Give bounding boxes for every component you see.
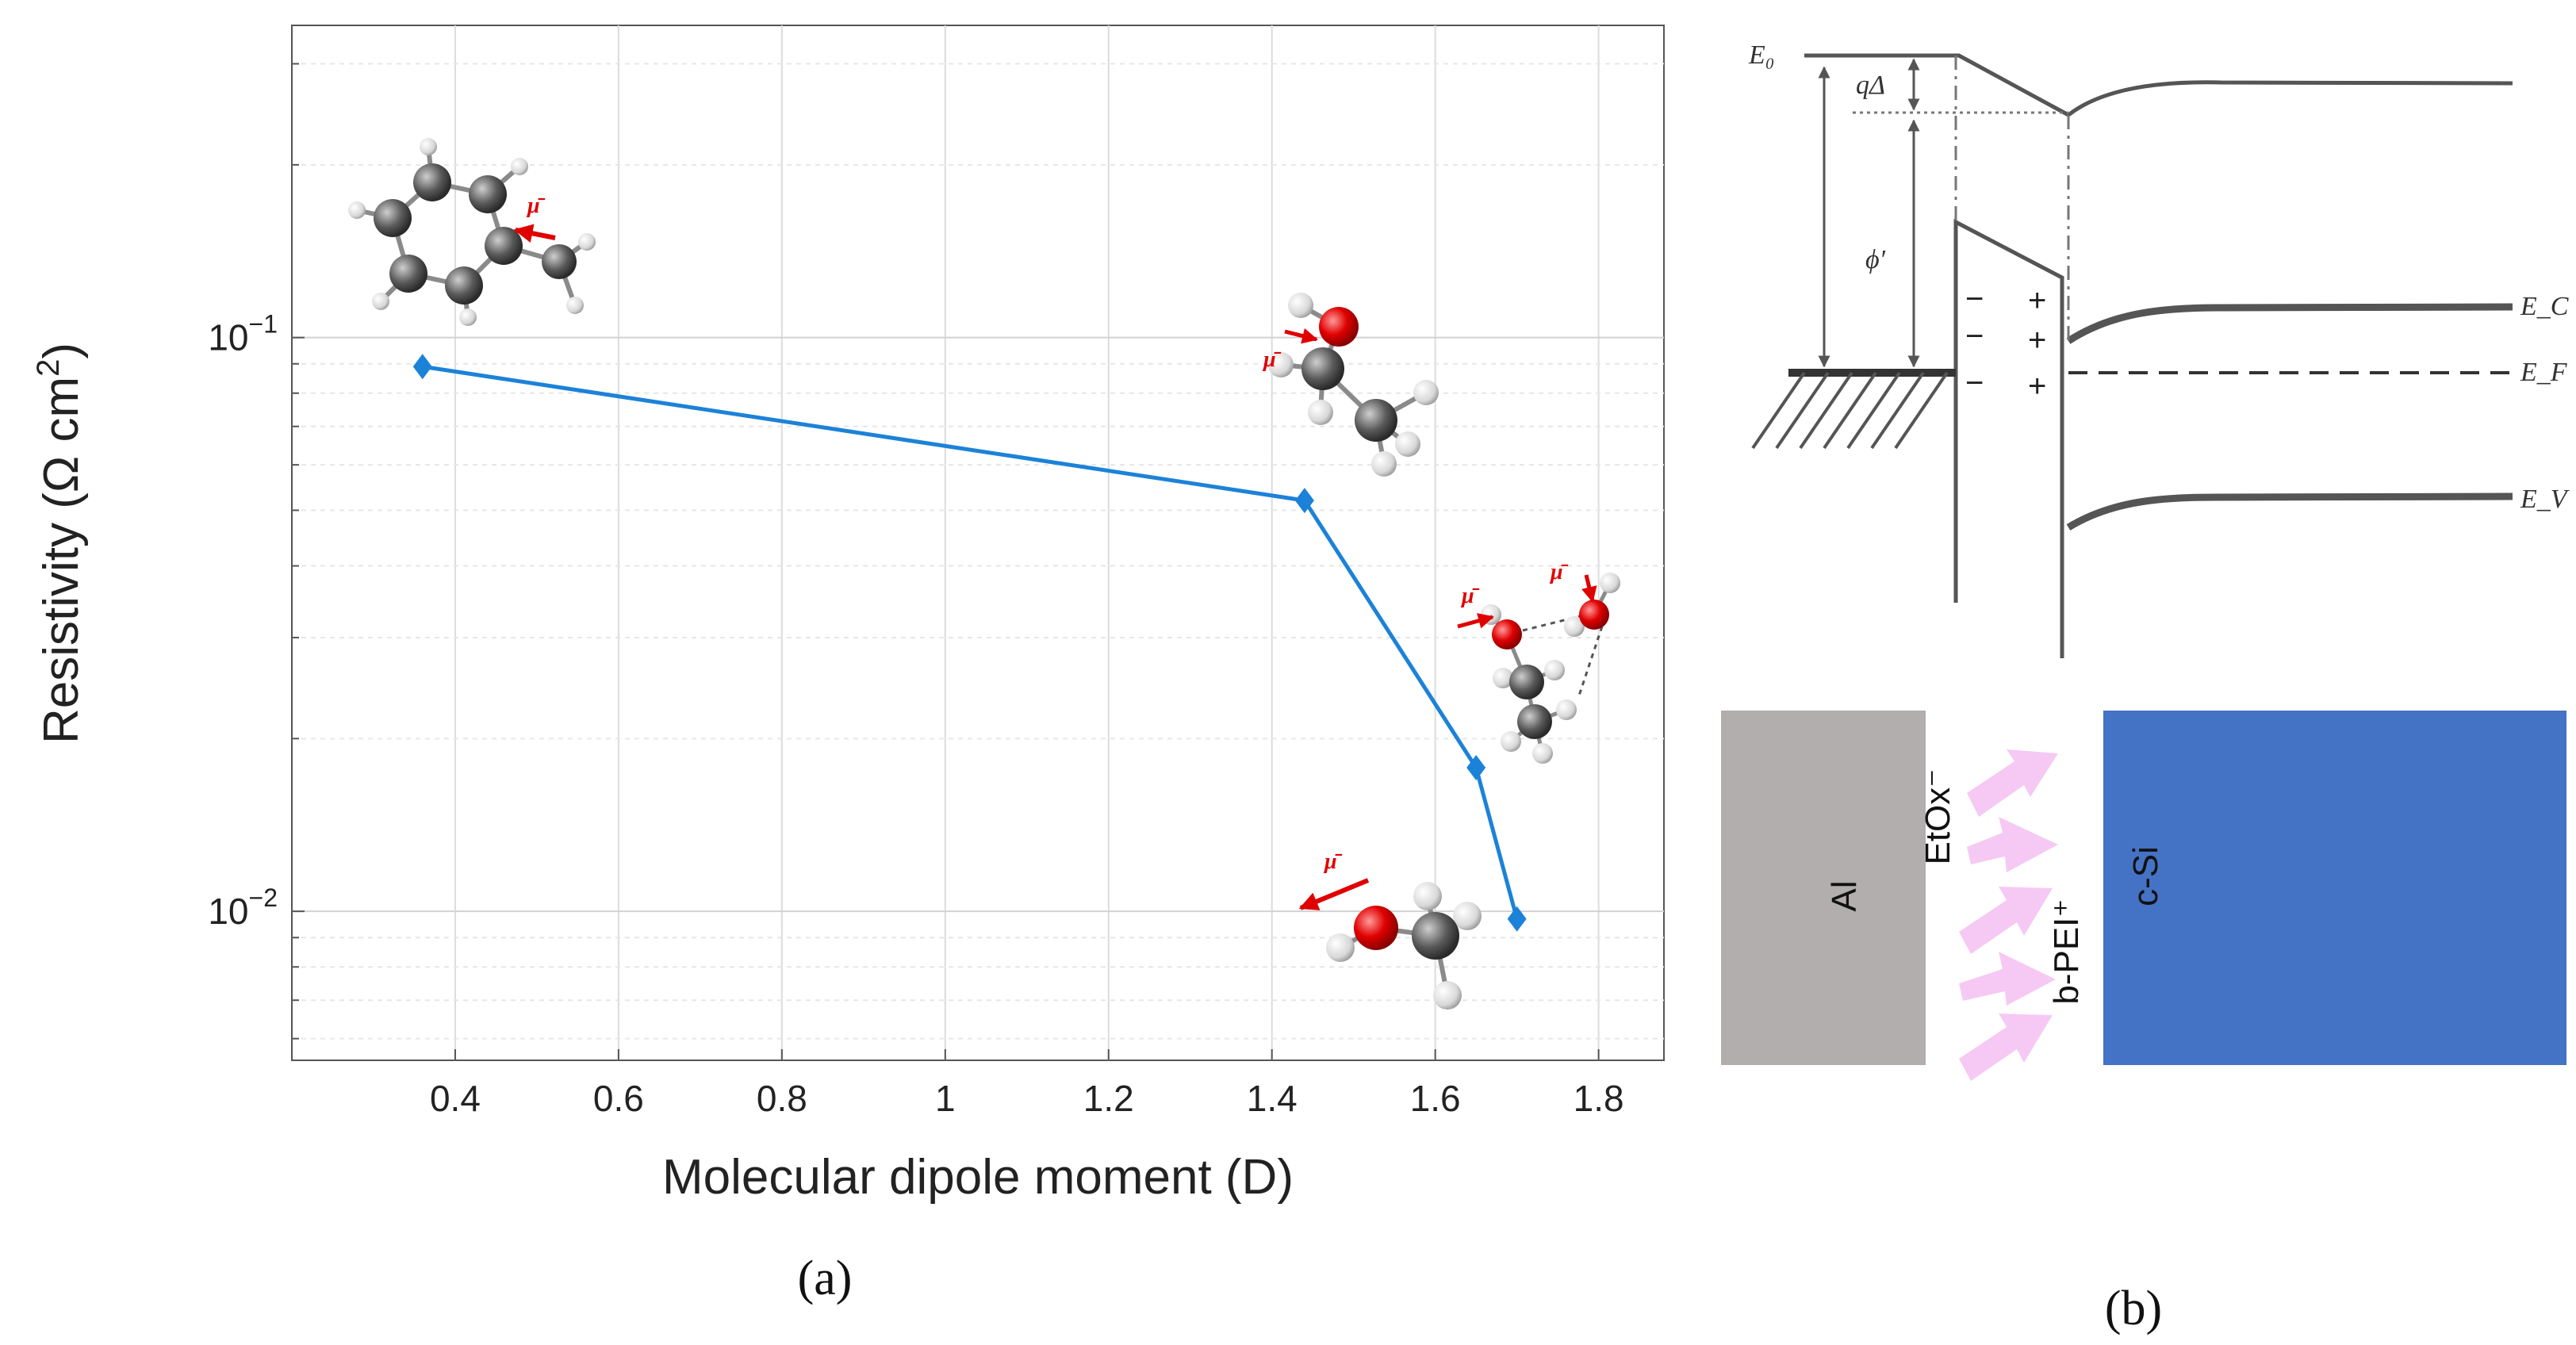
silicon-layer [2103,711,2566,1065]
x-tick-label: 0.6 [593,1078,644,1119]
barrier-outline [1953,218,2064,658]
conduction-band-line [2066,303,2513,344]
molecule-toluene-image: μ̄ [348,138,596,326]
vacuum-level-label: E₀ [1748,40,1775,70]
conduction-band-label: E_C [2520,292,2569,321]
dipole-step-label: qΔ [1856,71,1885,100]
panel-a-chart: 0.4 0.6 0.8 1 1.2 1.4 1.6 1.810−110−2 [31,25,1665,1305]
valence-band-label: E_V [2520,485,2570,514]
y-tick-label: 10−2 [208,883,278,932]
dipole-arrows [1959,749,2058,1081]
x-tick-label: 0.8 [757,1078,807,1119]
x-tick-label: 1.8 [1574,1078,1624,1119]
tick-layer: 0.4 0.6 0.8 1 1.2 1.4 1.6 1.810−110−2 [208,63,1624,1119]
silicon-label: c-Si [2126,846,2165,906]
y-tick-exponent: −2 [249,883,278,912]
x-tick-label: 1.4 [1247,1078,1298,1119]
y-axis-label-end: ) [34,343,89,359]
x-tick-label: 1.2 [1083,1078,1134,1119]
plus-sign-2: + [2028,323,2046,358]
bpei-label: b-PEI⁺ [2047,899,2086,1004]
valence-band-line [2066,492,2513,531]
x-tick-label: 1.6 [1410,1078,1461,1119]
minus-sign-1: − [1965,282,1984,316]
etox-label: EtOx⁻ [1919,768,1957,864]
x-tick-label: 1 [935,1078,956,1119]
series-line [422,364,1520,920]
data-point-marker [1294,488,1314,514]
vacuum-level-line [1804,53,2513,117]
fermi-level-label: E_F [2520,358,2568,387]
y-tick-exponent: −1 [249,310,278,339]
panel-b-band-diagram: E₀ qΔ ϕ′ E_C E_F E_V − − − + + + [1748,40,2570,658]
x-axis-label: Molecular dipole moment (D) [662,1150,1294,1205]
work-function-label: ϕ′ [1865,245,1886,274]
y-tick-label: 10−1 [208,310,278,358]
molecule-ethanol-image: μ̄ [1262,293,1439,477]
x-tick-label: 0.4 [430,1078,481,1119]
minus-sign-3: − [1965,366,1984,400]
series-layer [412,354,1527,932]
y-axis-label-main: Resistivity (Ω cm [34,377,89,744]
data-point-marker [1466,754,1486,780]
data-point-marker [412,354,432,380]
y-axis-label: Resistivity (Ω cm2) [31,343,89,744]
panel-b-layer-schematic: Al EtOx⁻ b-PEI⁺ c-Si (b) [1721,711,2566,1335]
y-tick-base: 10 [208,317,248,358]
y-tick-base: 10 [208,891,248,932]
metal-hatching [1751,371,1949,450]
plus-sign-3: + [2028,369,2046,404]
aluminum-label: Al [1825,880,1864,911]
minus-sign-2: − [1965,319,1984,354]
aluminum-layer [1721,711,1926,1065]
y-axis-label-sup: 2 [31,359,66,377]
plus-sign-1: + [2028,283,2046,318]
data-point-marker [1507,906,1527,932]
panel-a-label: (a) [798,1251,853,1305]
panel-b-label: (b) [2105,1282,2162,1335]
